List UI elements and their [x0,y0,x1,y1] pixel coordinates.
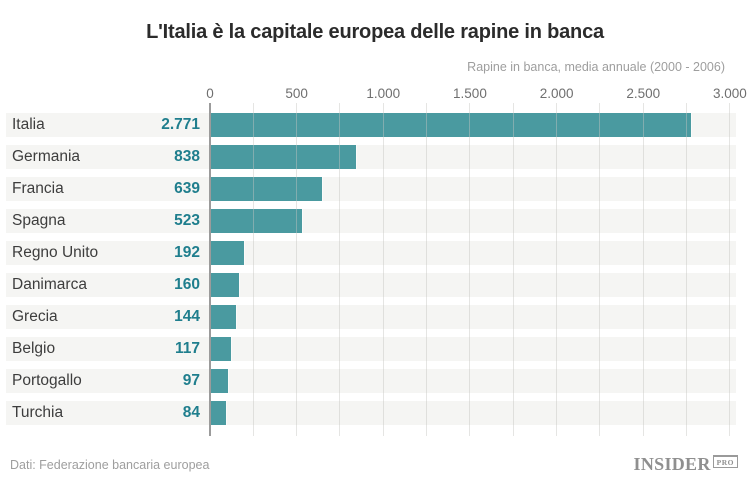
category-label: Belgio [12,340,56,357]
row-stripe [6,305,736,329]
category-label: Portogallo [12,372,82,389]
value-label: 84 [182,404,200,421]
insiderpro-logo: INSIDER PRO [634,454,738,475]
bar-row: Belgio 117 [0,337,750,361]
bar [211,401,226,425]
bar-row: Regno Unito 192 [0,241,750,265]
value-label: 192 [174,244,200,261]
bar-row: Germania 838 [0,145,750,169]
pro-badge: PRO [712,455,738,468]
value-label: 97 [182,372,200,389]
x-axis-tick-label: 2.000 [539,86,574,101]
insider-logo-text: INSIDER [633,454,711,474]
bar-row: Francia 639 [0,177,750,201]
row-stripe [6,145,736,169]
bar [211,209,302,233]
bar [211,113,692,137]
category-label: Turchia [12,404,64,421]
x-axis: 0 500 1.000 1.500 2.000 2.500 3.000 [0,86,750,102]
row-stripe [6,401,736,425]
category-label: Germania [12,148,81,165]
row-stripe [6,177,736,201]
bar-row: Spagna 523 [0,209,750,233]
row-stripe [6,241,736,265]
row-stripe [6,337,736,361]
value-label: 523 [174,212,200,229]
bar [211,241,245,265]
value-label: 160 [174,276,200,293]
bar [211,369,228,393]
source-note: Dati: Federazione bancaria europea [10,458,210,472]
value-label: 838 [174,148,200,165]
row-stripe [6,273,736,297]
bar-row: Turchia 84 [0,401,750,425]
x-axis-tick-label: 0 [206,86,214,101]
bar-row: Danimarca 160 [0,273,750,297]
chart-title: L'Italia è la capitale europea delle rap… [146,21,604,43]
row-stripe [6,209,736,233]
chart-subtitle: Rapine in banca, media annuale (2000 - 2… [467,60,725,74]
row-stripe [6,369,736,393]
bar [211,305,236,329]
bar [211,273,239,297]
x-axis-tick-label: 2.500 [626,86,661,101]
bar [211,337,232,361]
value-label: 639 [174,180,200,197]
x-axis-tick-label: 500 [285,86,308,101]
bar-row: Grecia 144 [0,305,750,329]
value-label: 144 [174,308,200,325]
x-axis-tick-label: 1.500 [453,86,487,101]
bar-row: Portogallo 97 [0,369,750,393]
value-label: 117 [174,340,200,357]
category-label: Danimarca [12,276,87,293]
value-label: 2.771 [161,116,200,133]
category-label: Regno Unito [12,244,99,261]
category-label: Francia [12,180,64,197]
x-axis-tick-label: 1.000 [366,86,401,101]
bar [211,177,322,201]
bar-rows: Italia 2.771 Germania 838 Francia 639 Sp… [0,113,750,433]
bar [211,145,357,169]
bar-row: Italia 2.771 [0,113,750,137]
category-label: Italia [12,116,45,133]
x-axis-tick-label: 3.000 [712,86,747,101]
category-label: Spagna [12,212,66,229]
category-label: Grecia [12,308,58,325]
